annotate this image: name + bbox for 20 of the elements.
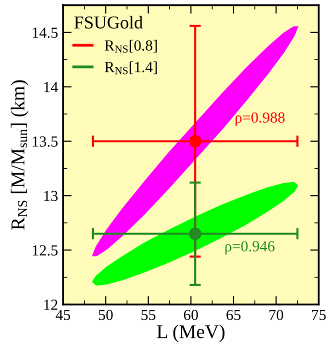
y-tick-label: 14 — [44, 82, 58, 92]
x-tick-label: 75 — [312, 310, 326, 320]
annotation: ρ=0.988 — [236, 112, 285, 126]
x-axis-title: L (MeV) — [157, 324, 225, 342]
x-tick-label: 65 — [226, 310, 241, 320]
y-tick-label: 12.5 — [32, 245, 58, 256]
legend-label: R$_{NS}$[1.4] — [104, 61, 157, 74]
x-tick-label: 45 — [56, 310, 70, 320]
y-tick-label: 12 — [44, 300, 58, 310]
legend-title: FSUGold — [74, 16, 143, 29]
y-tick-label: 14.5 — [32, 28, 58, 38]
y-axis-title: R$_{NS}$ [M/M$_{sun}$] (km) — [10, 80, 28, 230]
annotation: ρ=0.946 — [225, 241, 275, 255]
x-tick-label: 60 — [184, 310, 198, 320]
y-tick-label: 13 — [44, 190, 58, 202]
y-tick-label: 13.5 — [32, 136, 58, 147]
x-tick-label: 55 — [142, 310, 156, 320]
legend-label: R$_{NS}$[0.8] — [104, 40, 157, 53]
x-tick-label: 70 — [269, 310, 284, 320]
x-tick-label: 50 — [98, 310, 113, 320]
